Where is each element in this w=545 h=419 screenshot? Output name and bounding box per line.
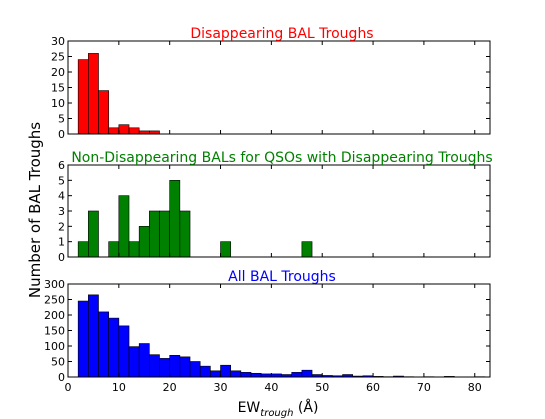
y-tick-label: 300 bbox=[44, 278, 65, 291]
panel-title: Disappearing BAL Troughs bbox=[190, 26, 373, 42]
y-tick-label: 200 bbox=[44, 309, 65, 322]
histogram-bar bbox=[108, 317, 120, 378]
y-tick-label: 250 bbox=[44, 294, 65, 307]
xlabel-unit: (Å) bbox=[293, 399, 318, 416]
figure-ylabel: Number of BAL Troughs bbox=[26, 122, 44, 298]
histogram-bar bbox=[220, 241, 231, 258]
x-tick-label: 20 bbox=[163, 381, 177, 394]
x-tick-label: 50 bbox=[315, 381, 329, 394]
histogram-bar bbox=[159, 210, 170, 258]
histogram-bar bbox=[169, 180, 181, 258]
y-tick-label: 0 bbox=[58, 371, 65, 384]
histogram-bar bbox=[210, 370, 221, 378]
y-tick-label: 25 bbox=[51, 51, 65, 64]
x-tick-label: 60 bbox=[366, 381, 380, 394]
histogram-bar bbox=[179, 210, 191, 258]
histogram-bar bbox=[128, 127, 140, 135]
y-tick-label: 20 bbox=[51, 66, 65, 79]
y-tick-label: 10 bbox=[51, 97, 65, 110]
y-tick-label: 5 bbox=[58, 174, 65, 187]
panel-title: All BAL Troughs bbox=[228, 269, 336, 285]
histogram-bar bbox=[138, 226, 150, 258]
x-tick-label: 80 bbox=[468, 381, 482, 394]
y-tick-label: 5 bbox=[58, 113, 65, 126]
histogram-bar bbox=[98, 311, 109, 378]
histogram-bar bbox=[118, 325, 130, 378]
y-tick-label: 50 bbox=[51, 356, 65, 369]
x-tick-label: 30 bbox=[214, 381, 228, 394]
histogram-bar bbox=[301, 369, 313, 378]
xlabel-subscript: trough bbox=[260, 408, 293, 419]
histogram-panel-2: 0 1 2 3 4 5 6 Non-Disappearing BALs for QSOs wi… bbox=[58, 150, 493, 264]
histogram-bar bbox=[169, 354, 181, 378]
y-tick-label: 1 bbox=[58, 236, 65, 249]
y-tick-label: 4 bbox=[58, 190, 65, 203]
histogram-bar bbox=[199, 365, 211, 378]
y-tick-label: 30 bbox=[51, 35, 65, 48]
histogram-bar bbox=[128, 346, 140, 378]
y-tick-label: 2 bbox=[58, 220, 65, 233]
y-tick-label: 150 bbox=[44, 325, 65, 338]
histogram-bar bbox=[108, 127, 120, 135]
histogram-bar bbox=[88, 294, 99, 378]
figure-xlabel: EWtrough (Å) bbox=[238, 399, 319, 419]
y-tick-label: 100 bbox=[44, 340, 65, 353]
histogram-bar bbox=[138, 343, 150, 378]
histogram-bar bbox=[118, 124, 130, 135]
histogram-bar bbox=[159, 358, 170, 378]
histogram-bar bbox=[179, 356, 191, 378]
histogram-panel-1: 0 5 10 15 20 25 30 Disappearing BAL Troughs bbox=[51, 26, 491, 141]
histogram-bar bbox=[291, 372, 303, 378]
histogram-bar bbox=[149, 354, 160, 378]
x-tick-label: 10 bbox=[112, 381, 126, 394]
xlabel-main: EW bbox=[238, 400, 261, 416]
axes-frame bbox=[67, 40, 491, 135]
y-tick-label: 3 bbox=[58, 205, 65, 218]
y-tick-label: 15 bbox=[51, 82, 65, 95]
histogram-bar bbox=[118, 195, 130, 258]
histogram-bar bbox=[88, 210, 99, 258]
histogram-bar bbox=[189, 361, 201, 378]
histogram-bar bbox=[77, 241, 89, 258]
histogram-bar bbox=[98, 90, 109, 135]
y-tick-label: 0 bbox=[58, 128, 65, 141]
x-tick-label: 40 bbox=[264, 381, 278, 394]
y-tick-label: 6 bbox=[58, 159, 65, 172]
histogram-bar bbox=[220, 364, 231, 378]
histogram-bar bbox=[77, 59, 89, 135]
histogram-bar bbox=[240, 372, 252, 378]
histogram-bar bbox=[301, 241, 313, 258]
x-tick-label: 70 bbox=[417, 381, 431, 394]
histogram-bar bbox=[250, 372, 262, 378]
histogram-bar bbox=[77, 300, 89, 378]
histogram-bar bbox=[230, 370, 242, 378]
panel-title: Non-Disappearing BALs for QSOs with Disa… bbox=[71, 150, 492, 166]
y-tick-label: 0 bbox=[58, 251, 65, 264]
x-tick-label: 0 bbox=[65, 381, 72, 394]
histogram-bar bbox=[128, 241, 140, 258]
histogram-bar bbox=[108, 241, 120, 258]
histogram-bar bbox=[88, 53, 99, 135]
histogram-bar bbox=[149, 210, 160, 258]
